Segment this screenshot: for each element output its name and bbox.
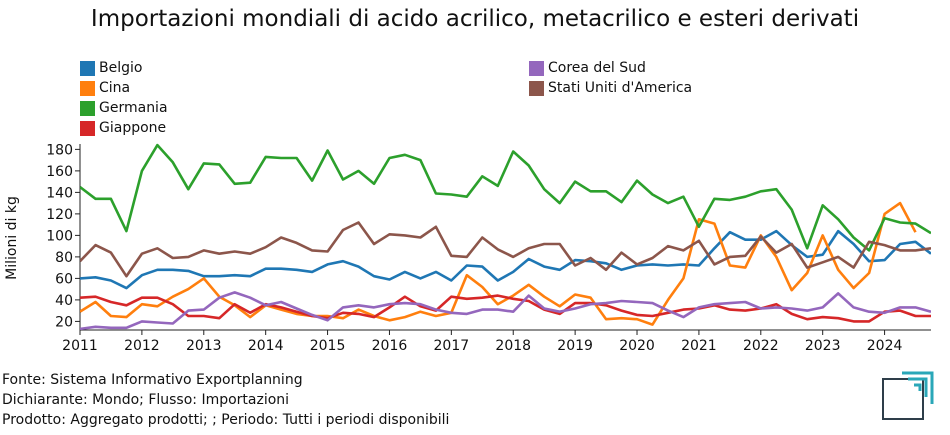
exportplanning-logo-icon [882,371,934,420]
y-tick-label: 60 [55,271,73,287]
legend-swatch-giappone [80,121,95,136]
footer-source: Fonte: Sistema Informativo Exportplannin… [2,372,303,388]
y-tick-label: 140 [46,185,73,201]
legend: Belgio Cina Germania Giappone Corea del … [0,0,950,140]
series-line-cina [80,201,917,326]
legend-label-cina: Cina [99,80,131,96]
series-layer [80,143,931,330]
x-tick-label: 2019 [557,338,593,354]
series-line-giappone [80,294,931,323]
legend-swatch-cina [80,81,95,96]
y-tick-label: 120 [46,207,73,223]
series-line-belgio [80,229,931,290]
x-tick-label: 2012 [124,338,160,354]
legend-label-stati-uniti: Stati Uniti d'America [548,80,693,96]
x-tick-label: 2015 [310,338,346,354]
x-tick-label: 2011 [62,338,98,354]
legend-label-corea-del-sud: Corea del Sud [548,60,646,76]
x-tick-label: 2021 [681,338,717,354]
x-tick-label: 2018 [495,338,531,354]
y-tick-label: 100 [46,228,73,244]
legend-swatch-corea-del-sud [529,61,544,76]
x-tick-label: 2022 [743,338,779,354]
x-tick-label: 2013 [186,338,222,354]
y-tick-label: 20 [55,314,73,330]
x-tick-label: 2023 [805,338,841,354]
y-tick-label: 160 [46,164,73,180]
legend-swatch-stati-uniti [529,81,544,96]
legend-label-belgio: Belgio [99,60,143,76]
y-tick-label: 180 [46,142,73,158]
x-tick-label: 2024 [867,338,903,354]
y-tick-label: 40 [55,293,73,309]
legend-swatch-germania [80,101,95,116]
chart-title: Importazioni mondiali di acido acrilico,… [90,6,860,32]
y-axis-label: Milioni di kg [4,196,20,280]
legend-label-giappone: Giappone [99,120,167,136]
legend-label-germania: Germania [99,100,168,116]
series-line-corea-del-sud [80,291,931,330]
y-tick-label: 80 [55,250,73,266]
x-tick-label: 2017 [434,338,470,354]
footer-product: Prodotto: Aggregato prodotti; ; Periodo:… [2,412,450,428]
footer-declarant: Dichiarante: Mondo; Flusso: Importazioni [2,392,290,408]
series-line-germania [80,143,931,252]
x-tick-label: 2014 [248,338,284,354]
series-line-stati-uniti-d-america [80,221,931,278]
legend-swatch-belgio [80,61,95,76]
x-tick-label: 2016 [372,338,408,354]
axes: 20 40 60 80 100 120 140 160 180 2011 2012 2013 2014 2… [46,142,931,354]
x-tick-label: 2020 [619,338,655,354]
